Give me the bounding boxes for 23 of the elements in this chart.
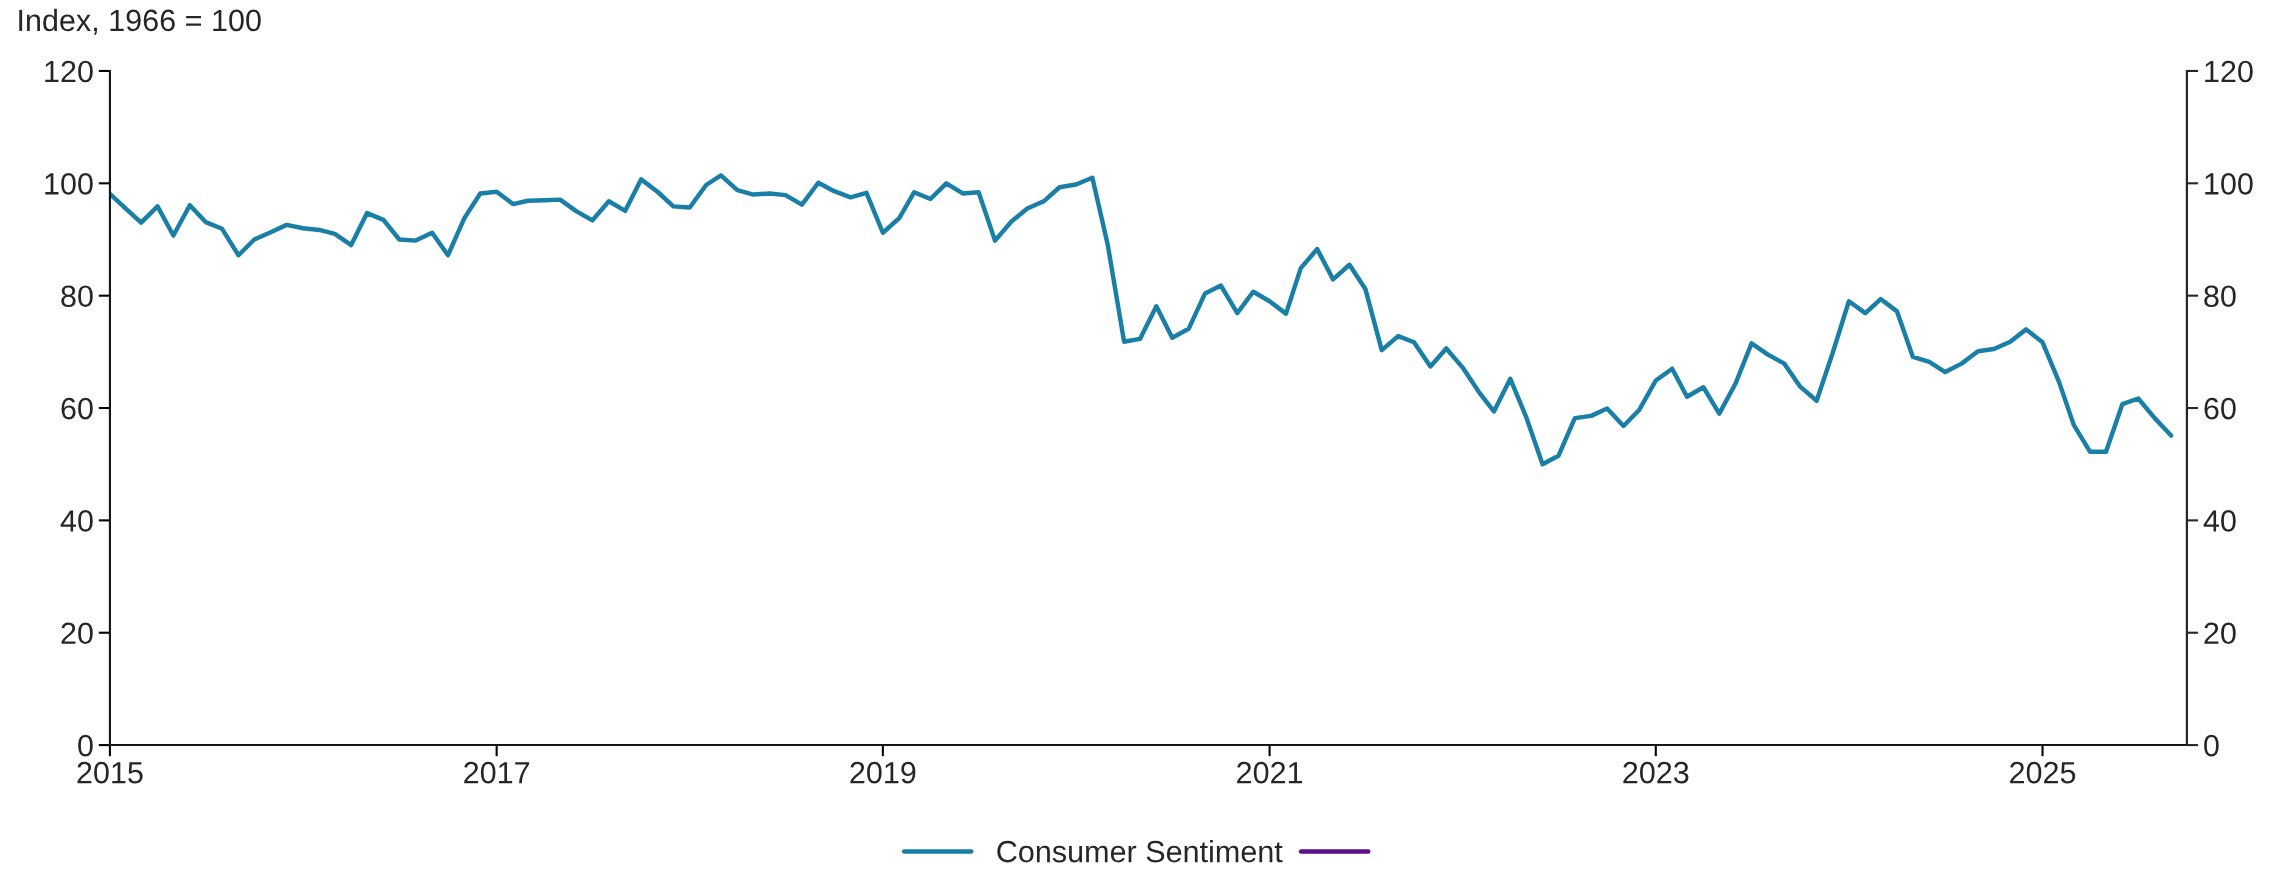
y-tick-label: 40 bbox=[60, 510, 93, 532]
legend-label: Consumer Sentiment bbox=[997, 839, 1283, 863]
y2-tick-label: 20 bbox=[2204, 622, 2236, 645]
y2-tick-label: 40 bbox=[2203, 510, 2236, 532]
y-tick-label: 120 bbox=[45, 60, 93, 83]
y-tick-label: 20 bbox=[61, 622, 93, 645]
x-tick-label: 2023 bbox=[1623, 761, 1689, 784]
y2-tick-label: 60 bbox=[2204, 397, 2236, 420]
y-tick-label: 100 bbox=[45, 173, 93, 195]
y2-tick-label: 100 bbox=[2205, 173, 2253, 195]
y-tick-label: 60 bbox=[61, 397, 93, 420]
x-tick-label: 2019 bbox=[850, 761, 916, 784]
line-series bbox=[109, 173, 2174, 467]
y-axis-title: Index, 1966 = 100 bbox=[19, 8, 261, 35]
y-tick-label: 80 bbox=[61, 285, 93, 308]
y2-tick-label: 0 bbox=[2204, 734, 2219, 757]
y2-tick-label: 80 bbox=[2204, 285, 2236, 308]
x-tick-label: 2021 bbox=[1237, 761, 1303, 784]
y2-tick-label: 120 bbox=[2205, 60, 2253, 83]
x-tick-label: 2015 bbox=[77, 761, 143, 784]
x-tick-label: 2025 bbox=[2010, 761, 2076, 784]
x-tick-label: 2017 bbox=[464, 761, 530, 784]
y-tick-label: 0 bbox=[78, 734, 93, 757]
